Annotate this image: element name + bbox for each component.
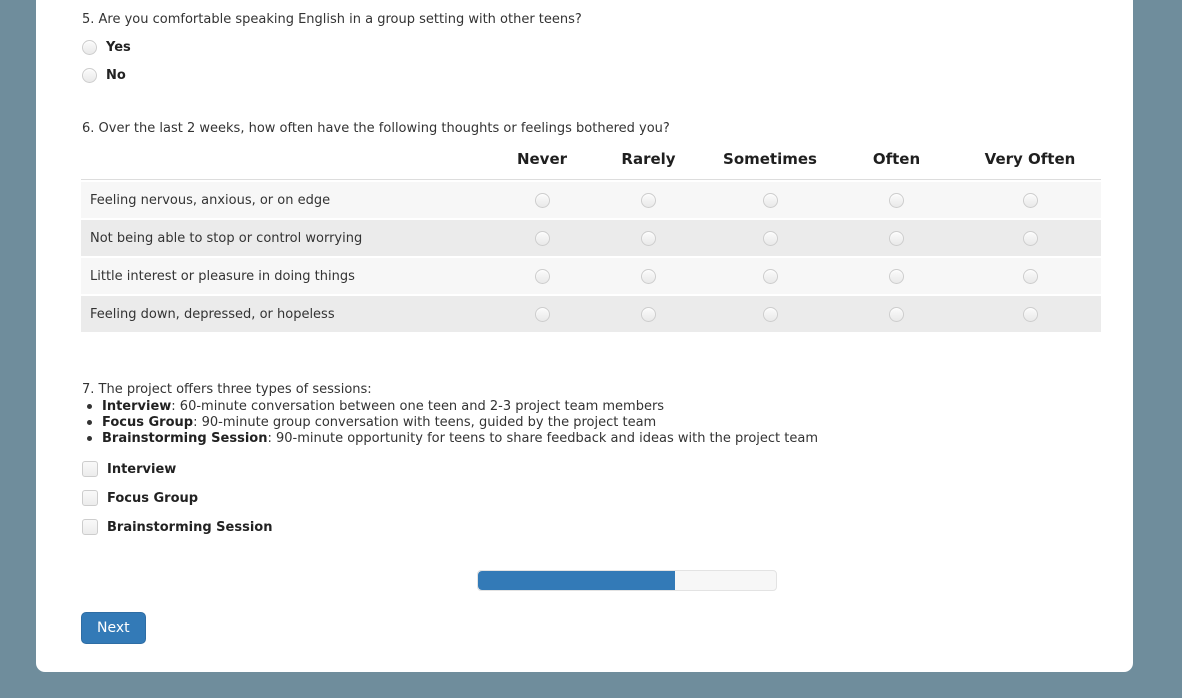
radio-row2-sometimes[interactable] (762, 230, 778, 246)
matrix-row-3-rarely-cell[interactable] (591, 258, 706, 294)
matrix-row-1-sometimes-cell[interactable] (706, 182, 834, 218)
progress-fill (478, 571, 675, 590)
matrix-row-1: Feeling nervous, anxious, or on edge (81, 182, 1101, 218)
matrix-row-2-very-often-cell[interactable] (959, 220, 1101, 256)
radio-row3-never[interactable] (534, 268, 550, 284)
radio-row2-rarely[interactable] (641, 230, 656, 246)
matrix-row-1-never-cell[interactable] (493, 182, 591, 218)
matrix-row-4: Feeling down, depressed, or hopeless (81, 296, 1101, 332)
radio-yes[interactable] (82, 40, 97, 55)
radio-row1-often[interactable] (889, 192, 904, 208)
q7-option-focus-group[interactable]: Focus Group (82, 490, 1133, 506)
q7-bullet-interview-desc: : 60-minute conversation between one tee… (171, 399, 665, 414)
radio-row2-often[interactable] (889, 230, 904, 246)
matrix-header-never: Never (493, 142, 591, 180)
q7-option-interview[interactable]: Interview (82, 461, 1133, 477)
next-button[interactable]: Next (81, 612, 146, 644)
radio-row4-sometimes[interactable] (762, 306, 778, 322)
matrix-header-very-often: Very Often (959, 142, 1101, 180)
q7-bullet-focus-group: Focus Group: 90-minute group conversatio… (82, 415, 1133, 431)
question-6-text: 6. Over the last 2 weeks, how often have… (82, 121, 670, 136)
q6-matrix-table: Never Rarely Sometimes Often Very Often … (81, 140, 1101, 334)
matrix-row-4-never-cell[interactable] (493, 296, 591, 332)
bullet-icon (87, 404, 92, 409)
radio-row3-often[interactable] (889, 268, 904, 284)
matrix-row-2-rarely-cell[interactable] (591, 220, 706, 256)
checkbox-brainstorming[interactable] (82, 519, 98, 535)
matrix-row-1-often-cell[interactable] (834, 182, 959, 218)
matrix-row-3-sometimes-cell[interactable] (706, 258, 834, 294)
radio-row2-very-often[interactable] (1022, 230, 1038, 246)
question-7-text: 7. The project offers three types of ses… (82, 382, 372, 397)
radio-row4-very-often[interactable] (1022, 306, 1038, 322)
radio-row3-sometimes[interactable] (762, 268, 778, 284)
matrix-row-4-sometimes-cell[interactable] (706, 296, 834, 332)
matrix-row-2-sometimes-cell[interactable] (706, 220, 834, 256)
matrix-row-3-very-often-cell[interactable] (959, 258, 1101, 294)
question-6: 6. Over the last 2 weeks, how often have… (81, 121, 1133, 334)
radio-row1-very-often[interactable] (1022, 192, 1038, 208)
matrix-row-4-often-cell[interactable] (834, 296, 959, 332)
q5-option-no-label[interactable]: No (106, 68, 126, 83)
radio-row1-sometimes[interactable] (762, 192, 778, 208)
radio-row3-very-often[interactable] (1022, 268, 1038, 284)
radio-row1-rarely[interactable] (641, 192, 656, 208)
question-5: 5. Are you comfortable speaking English … (82, 12, 1133, 83)
q7-option-interview-label[interactable]: Interview (107, 461, 177, 477)
matrix-row-3-statement: Little interest or pleasure in doing thi… (81, 258, 493, 294)
matrix-row-3-never-cell[interactable] (493, 258, 591, 294)
matrix-row-2-statement: Not being able to stop or control worryi… (81, 220, 493, 256)
q5-option-no[interactable]: No (82, 68, 1133, 83)
matrix-row-1-statement: Feeling nervous, anxious, or on edge (81, 182, 493, 218)
q7-bullet-brainstorming-desc: : 90-minute opportunity for teens to sha… (267, 431, 819, 446)
matrix-row-4-statement: Feeling down, depressed, or hopeless (81, 296, 493, 332)
q7-bullet-interview: Interview: 60-minute conversation betwee… (82, 399, 1133, 415)
matrix-header-rarely: Rarely (591, 142, 706, 180)
matrix-header-often: Often (834, 142, 959, 180)
matrix-row-2-never-cell[interactable] (493, 220, 591, 256)
q7-option-brainstorming-label[interactable]: Brainstorming Session (107, 519, 273, 535)
radio-no[interactable] (82, 68, 97, 83)
q5-option-yes[interactable]: Yes (82, 40, 1133, 55)
q7-bullet-brainstorming-term: Brainstorming Session (102, 431, 268, 446)
matrix-row-2: Not being able to stop or control worryi… (81, 220, 1101, 256)
matrix-header-sometimes: Sometimes (706, 142, 834, 180)
q7-bullet-interview-term: Interview (102, 399, 172, 414)
matrix-row-3-often-cell[interactable] (834, 258, 959, 294)
progress-bar (477, 570, 777, 591)
matrix-header-empty (81, 142, 493, 180)
matrix-row-1-very-often-cell[interactable] (959, 182, 1101, 218)
bullet-icon (87, 436, 92, 441)
q7-option-brainstorming[interactable]: Brainstorming Session (82, 519, 1133, 535)
radio-row4-often[interactable] (889, 306, 904, 322)
survey-card: 5. Are you comfortable speaking English … (36, 0, 1133, 672)
q5-option-yes-label[interactable]: Yes (106, 40, 131, 55)
bullet-icon (87, 420, 92, 425)
radio-row1-never[interactable] (534, 192, 550, 208)
q7-bullet-brainstorming: Brainstorming Session: 90-minute opportu… (82, 431, 1133, 447)
matrix-row-4-very-often-cell[interactable] (959, 296, 1101, 332)
radio-row3-rarely[interactable] (641, 268, 656, 284)
matrix-row-4-rarely-cell[interactable] (591, 296, 706, 332)
checkbox-focus-group[interactable] (82, 490, 98, 506)
q7-option-focus-group-label[interactable]: Focus Group (107, 490, 199, 506)
matrix-row-3: Little interest or pleasure in doing thi… (81, 258, 1101, 294)
q7-options: Interview Focus Group Brainstorming Sess… (82, 461, 1133, 535)
q7-bullet-focus-group-term: Focus Group (102, 415, 194, 430)
q7-bullet-list: Interview: 60-minute conversation betwee… (82, 399, 1133, 447)
radio-row4-never[interactable] (534, 306, 550, 322)
question-5-text: 5. Are you comfortable speaking English … (82, 12, 582, 27)
matrix-row-1-rarely-cell[interactable] (591, 182, 706, 218)
radio-row2-never[interactable] (534, 230, 550, 246)
radio-row4-rarely[interactable] (641, 306, 656, 322)
matrix-row-2-often-cell[interactable] (834, 220, 959, 256)
q7-bullet-focus-group-desc: : 90-minute group conversation with teen… (193, 415, 657, 430)
checkbox-interview[interactable] (82, 461, 98, 477)
question-7: 7. The project offers three types of ses… (82, 382, 1133, 535)
matrix-header-row: Never Rarely Sometimes Often Very Often (81, 142, 1101, 180)
